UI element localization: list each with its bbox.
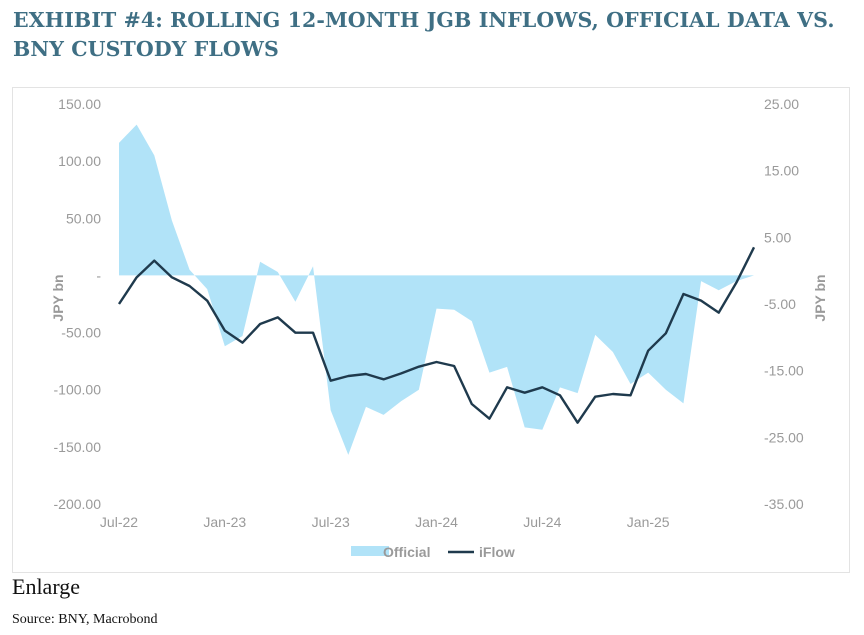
series-official-area (119, 124, 754, 455)
enlarge-link[interactable]: Enlarge (12, 574, 81, 599)
y-right-tick-label: -25.00 (764, 429, 804, 445)
x-tick-label: Jan-23 (203, 514, 246, 530)
x-tick-label: Jul-23 (312, 514, 350, 530)
chart-svg: 150.00 100.00 50.00 - -50.00 -100.00 -150.00 -2… (50, 96, 828, 560)
y-right-tick-label: -15.00 (764, 363, 804, 379)
y-left-tick-label: -150.00 (54, 439, 102, 455)
series-iflow-line (117, 246, 756, 424)
chart-title: EXHIBIT #4: ROLLING 12-MONTH JGB INFLOWS… (13, 8, 835, 61)
x-tick-label: Jan-25 (627, 514, 670, 530)
y-right-tick-label: 5.00 (764, 229, 791, 245)
y-right-tick-label: -5.00 (764, 296, 796, 312)
legend: Official iFlow (351, 544, 515, 560)
y-left-tick-label: -200.00 (54, 496, 102, 512)
y-left-tick-label: 50.00 (66, 210, 101, 226)
y-left-tick-label: 100.00 (58, 153, 101, 169)
x-tick-label: Jan-24 (415, 514, 458, 530)
legend-label-official: Official (383, 544, 430, 560)
y-right-tick-label: 15.00 (764, 163, 799, 179)
y-left-tick-label: - (96, 267, 101, 283)
y-left-tick-label: -100.00 (54, 382, 102, 398)
x-tick-label: Jul-22 (100, 514, 138, 530)
y-left-tick-label: 150.00 (58, 96, 101, 112)
legend-swatch-official (351, 546, 389, 556)
y-axis-right-label: JPY bn (812, 274, 828, 321)
y-axis-left-label: JPY bn (50, 274, 66, 321)
y-right-tick-label: -35.00 (764, 496, 804, 512)
legend-label-iflow: iFlow (479, 544, 515, 560)
y-right-tick-label: 25.00 (764, 96, 799, 112)
source-note: Source: BNY, Macrobond (12, 612, 158, 627)
y-left-tick-label: -50.00 (61, 325, 101, 341)
chart-frame: 150.00 100.00 50.00 - -50.00 -100.00 -150.00 -2… (12, 87, 850, 573)
x-tick-label: Jul-24 (523, 514, 561, 530)
